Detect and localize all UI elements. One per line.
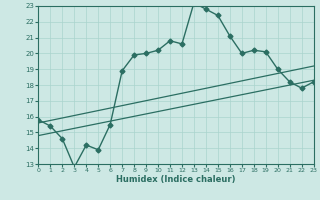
X-axis label: Humidex (Indice chaleur): Humidex (Indice chaleur) xyxy=(116,175,236,184)
